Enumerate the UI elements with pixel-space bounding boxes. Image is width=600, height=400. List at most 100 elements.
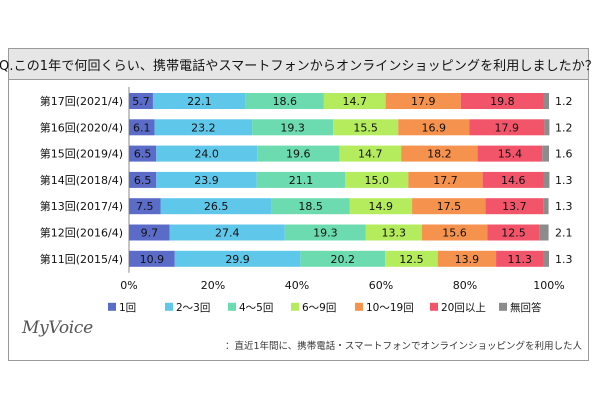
- data-label: 18.5: [298, 200, 323, 213]
- bar-segment: [385, 250, 438, 267]
- title-bar: Q.この1年で何回くらい、携帯電話やスマートフォンからオンラインショッピングを利…: [0, 48, 598, 80]
- bar-segment: [460, 93, 544, 109]
- bar-segment: [477, 145, 543, 162]
- bar-segment: [129, 145, 157, 162]
- bar-segment: [174, 250, 301, 267]
- data-label: 1.2: [555, 95, 573, 108]
- data-label: 5.7: [132, 95, 150, 108]
- data-label: 2.1: [555, 227, 573, 240]
- data-label: 1.3: [555, 253, 573, 266]
- data-label: 14.9: [369, 200, 394, 213]
- bar-segment: [398, 119, 470, 136]
- bar-segment: [245, 93, 324, 109]
- data-label: 12.5: [501, 227, 526, 240]
- category-label: 第12回(2016/4): [40, 226, 123, 240]
- bar-segment: [408, 171, 483, 188]
- bar-segment: [129, 224, 170, 241]
- data-label: 26.5: [204, 200, 229, 213]
- data-label: 1.3: [555, 174, 573, 187]
- data-label: 1.3: [555, 200, 573, 213]
- data-label: 9.7: [141, 227, 159, 240]
- data-label: 13.7: [502, 200, 527, 213]
- data-label: 6.5: [134, 174, 152, 187]
- bar-segment: [487, 224, 540, 241]
- bar-segment: [252, 119, 334, 136]
- data-label: 12.5: [399, 253, 424, 266]
- category-label: 第14回(2018/4): [40, 173, 123, 187]
- x-tick-label: 80%: [453, 279, 477, 292]
- bar-segment: [156, 145, 258, 162]
- data-label: 11.3: [508, 253, 533, 266]
- legend-swatch: [108, 302, 116, 311]
- bar-segment: [129, 171, 157, 188]
- data-label: 18.2: [427, 148, 452, 161]
- bar-segment: [129, 93, 153, 109]
- bar-segment: [401, 145, 478, 162]
- data-label: 22.1: [187, 95, 212, 108]
- bar-segment: [284, 224, 366, 241]
- bar-segment: [412, 198, 486, 215]
- data-label: 10.9: [140, 253, 165, 266]
- data-label: 23.2: [191, 121, 216, 134]
- legend-label: 4～5回: [239, 302, 273, 314]
- bar-segment: [437, 250, 497, 267]
- bar-segment: [129, 119, 155, 136]
- data-label: 19.8: [490, 95, 515, 108]
- data-label: 1.6: [555, 148, 573, 161]
- data-label: 24.0: [194, 148, 219, 161]
- data-label: 15.6: [442, 227, 467, 240]
- legend-swatch: [228, 302, 236, 311]
- legend-label: 1回: [119, 302, 136, 314]
- data-label: 15.0: [365, 174, 390, 187]
- legend-swatch: [165, 302, 173, 311]
- bar-segment: [333, 119, 399, 136]
- bar-segment: [160, 198, 272, 215]
- data-label: 1.2: [555, 121, 573, 134]
- data-label: 15.4: [498, 148, 523, 161]
- footnote: ：直近1年間に、携帯電話・スマートフォンでオンラインショッピングを利用した人: [225, 341, 582, 352]
- data-label: 14.7: [358, 148, 383, 161]
- data-label: 19.3: [313, 227, 338, 240]
- data-label: 17.7: [433, 174, 458, 187]
- bar-segment: [542, 145, 549, 162]
- bar-segment: [323, 93, 386, 109]
- bar-segment: [469, 119, 545, 136]
- myvoice-logo: MyVoice: [22, 318, 93, 338]
- data-label: 18.6: [273, 95, 298, 108]
- x-tick-label: 60%: [369, 279, 393, 292]
- bar-segment: [496, 250, 544, 267]
- x-tick-label: 20%: [201, 279, 225, 292]
- bar-segment: [544, 119, 550, 136]
- x-tick-label: 0%: [120, 279, 137, 292]
- data-label: 13.3: [382, 227, 407, 240]
- legend-swatch: [430, 302, 438, 311]
- bar-segment: [482, 171, 544, 188]
- category-label: 第15回(2019/4): [40, 147, 123, 161]
- data-label: 29.9: [225, 253, 250, 266]
- x-tick-label: 40%: [285, 279, 309, 292]
- category-label: 第16回(2020/4): [40, 120, 123, 134]
- bar-segment: [485, 198, 544, 215]
- data-label: 17.9: [495, 121, 520, 134]
- bar-segment: [345, 171, 409, 188]
- data-label: 19.3: [280, 121, 305, 134]
- bar-segment: [543, 171, 550, 188]
- data-label: 17.5: [437, 200, 462, 213]
- bar-segment: [349, 198, 413, 215]
- bar-segment: [129, 198, 161, 215]
- data-label: 17.9: [411, 95, 436, 108]
- data-label: 14.7: [343, 95, 368, 108]
- legend-swatch: [355, 302, 363, 311]
- data-label: 7.5: [136, 200, 154, 213]
- legend-label: 6～9回: [302, 302, 336, 314]
- chart-title: Q.この1年で何回くらい、携帯電話やスマートフォンからオンラインショッピングを利…: [0, 58, 598, 74]
- bar-segment: [365, 224, 422, 241]
- legend-label: 20回以上: [441, 302, 486, 314]
- bar-segment: [156, 171, 257, 188]
- data-label: 23.9: [194, 174, 219, 187]
- bar-segment: [154, 119, 253, 136]
- legend-label: 無回答: [510, 301, 542, 314]
- bar-segment: [539, 224, 549, 241]
- bar-segment: [271, 198, 350, 215]
- bar-segment: [543, 198, 549, 215]
